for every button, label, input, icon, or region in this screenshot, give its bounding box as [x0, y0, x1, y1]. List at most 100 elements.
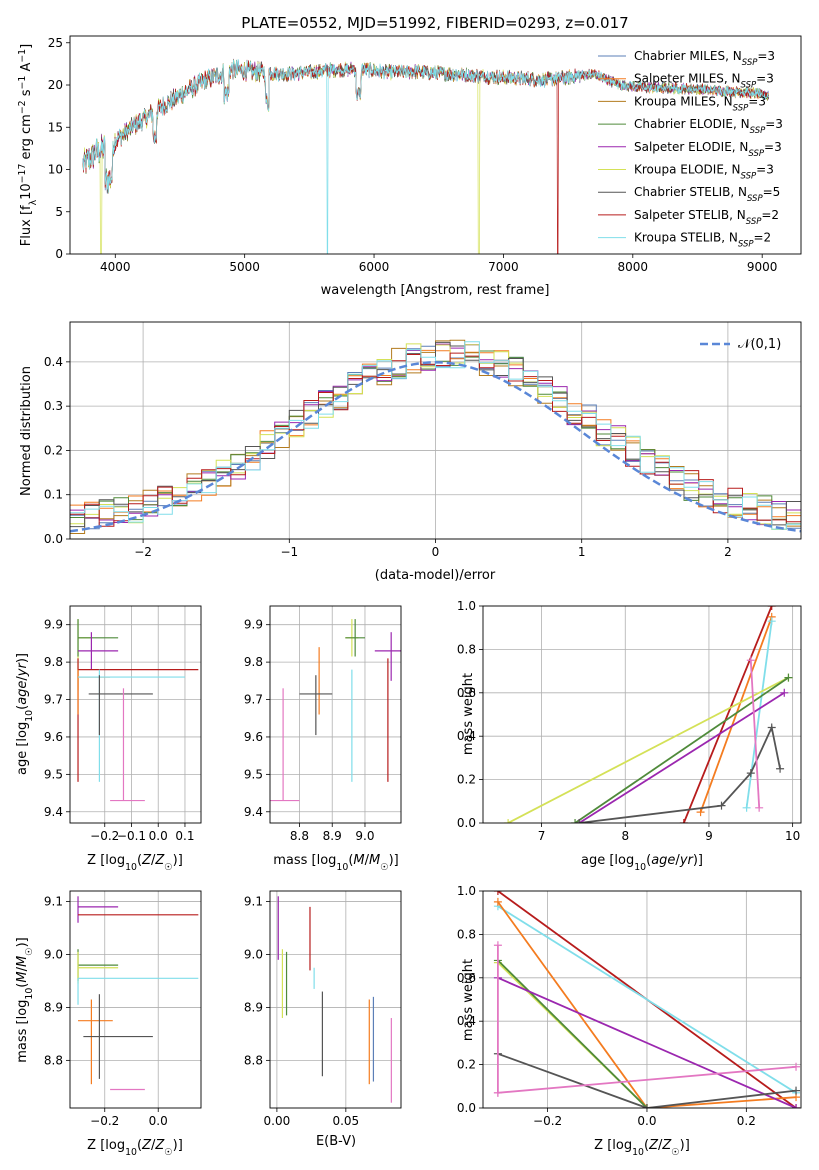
- label-part: age [log: [15, 722, 30, 775]
- label-part: Z: [141, 853, 152, 868]
- x-tick-label: 7: [538, 829, 546, 843]
- weight-line: [497, 1065, 797, 1094]
- label-part: Z: [154, 853, 165, 868]
- x-tick-label: 9000: [747, 260, 778, 274]
- legend-label: Chabrier STELIB, NSSP=5: [634, 185, 780, 204]
- axes-frame: [269, 605, 402, 824]
- label-part: Z: [141, 1138, 152, 1153]
- label-part: ]: [19, 44, 34, 49]
- weight-line: [507, 676, 789, 823]
- y-tick-label: 0.3: [44, 399, 63, 413]
- axes-mass-vs-extinction: 0.00 0.05 8.8 8.9 9.0 9.1: [244, 890, 402, 1128]
- legend-count: =3: [764, 140, 782, 154]
- plus-marker: [642, 1104, 651, 1108]
- axes-residual-histogram: −2 −1 0 1 2 0.0 0.1 0.2 0.3 0.4: [44, 321, 802, 559]
- label-part: ☉: [164, 1147, 172, 1158]
- chart-title: PLATE=0552, MJD=51992, FIBERID=0293, z=0…: [241, 14, 628, 32]
- label-part: yr: [15, 661, 30, 677]
- y-tick-label: 9.0: [44, 948, 63, 962]
- x-tick-label: 0.0: [149, 1114, 168, 1128]
- label-part: M: [353, 853, 364, 868]
- y-tick-label: 0.1: [44, 488, 63, 502]
- y-tick-label: 10: [48, 163, 63, 177]
- label-part: Z [log: [87, 1138, 125, 1153]
- label-part: 10: [634, 862, 646, 873]
- y-tick-label: 9.6: [44, 730, 63, 744]
- legend-label: Chabrier MILES, NSSP=3: [634, 49, 775, 68]
- x-axis-label: (data-model)/error: [375, 568, 496, 583]
- y-tick-label: 9.0: [244, 948, 263, 962]
- label-part: Z: [154, 1138, 165, 1153]
- label-part: M: [15, 956, 30, 967]
- label-part: )]: [389, 853, 399, 868]
- y-tick-label: 9.1: [244, 895, 263, 909]
- legend-label: Kroupa STELIB, NSSP=2: [634, 231, 771, 250]
- plus-marker: [493, 1088, 502, 1097]
- spectrum-line: [82, 59, 769, 254]
- label-part: (: [15, 705, 30, 710]
- label-part: Z [log: [87, 853, 125, 868]
- y-tick-label: 0.4: [457, 729, 476, 743]
- axes-mass-weight-vs-age: 7 8 9 10 0.0 0.2 0.4 0.6 0.8 1.0: [457, 599, 802, 843]
- legend-text: Chabrier STELIB, N: [634, 185, 747, 199]
- label-part: age: [651, 853, 675, 868]
- plot-area: [270, 619, 401, 802]
- x-axis-label: E(B-V): [316, 1134, 356, 1149]
- y-tick-label: 0.6: [457, 971, 476, 985]
- label-part: /: [15, 966, 30, 971]
- label-part: −2: [17, 100, 28, 114]
- label-part: −1: [17, 49, 28, 63]
- y-axis-label: mass [log10(M/M☉)]: [15, 937, 35, 1063]
- axes-frame: [69, 35, 802, 255]
- legend-text: Salpeter MILES, N: [634, 72, 741, 86]
- label-part: 10: [24, 710, 35, 722]
- axes-frame: [482, 890, 802, 1109]
- label-part: M: [15, 971, 30, 982]
- x-axis-label: Z [log10(Z/Z☉)]: [87, 1138, 183, 1158]
- axes-frame: [69, 890, 202, 1109]
- x-axis-label: mass [log10(M/M☉)]: [273, 853, 399, 873]
- x-tick-label: −2: [134, 545, 152, 559]
- x-tick-label: 0.00: [264, 1114, 291, 1128]
- plot-area: [77, 619, 199, 802]
- label-part: erg cm: [19, 114, 34, 163]
- label-part: /: [151, 1138, 156, 1153]
- plus-marker: [746, 769, 755, 778]
- weight-line: [497, 901, 797, 1108]
- y-tick-label: 0: [55, 247, 63, 261]
- histogram-step: [70, 341, 801, 528]
- y-tick-label: 0.4: [457, 1014, 476, 1028]
- legend-subscript: SSP: [746, 217, 762, 227]
- legend-subscript: SSP: [742, 58, 758, 68]
- label-part: M: [369, 853, 380, 868]
- x-tick-label: −0.2: [90, 829, 119, 843]
- label-part: (: [137, 1138, 142, 1153]
- x-tick-label: 8.8: [290, 829, 309, 843]
- plus-marker: [717, 801, 726, 810]
- label-part: s: [19, 89, 34, 100]
- label-part: (: [646, 853, 651, 868]
- label-part: )]: [693, 853, 703, 868]
- x-tick-label: 1: [578, 545, 586, 559]
- weight-line: [497, 1052, 797, 1108]
- label-part: −1: [17, 76, 28, 90]
- y-tick-label: 0.2: [44, 443, 63, 457]
- plus-marker: [755, 803, 764, 812]
- legend-subscript: SSP: [748, 149, 764, 159]
- plus-marker: [696, 808, 705, 817]
- weight-line: [497, 959, 648, 1108]
- legend-subscript: SSP: [733, 103, 749, 113]
- label-part: 10: [19, 183, 34, 200]
- y-tick-label: 8.8: [44, 1053, 63, 1067]
- plus-marker: [571, 819, 580, 823]
- weight-line: [579, 724, 781, 823]
- x-axis-label: wavelength [Angstrom, rest frame]: [321, 283, 550, 298]
- y-axis-label: Normed distribution: [19, 366, 34, 496]
- legend-text: Chabrier MILES, N: [634, 49, 742, 63]
- plot-area: [82, 58, 770, 254]
- x-tick-label: −0.1: [117, 829, 146, 843]
- y-tick-label: 9.9: [44, 618, 63, 632]
- label-part: /: [151, 853, 156, 868]
- x-tick-label: 8000: [618, 260, 649, 274]
